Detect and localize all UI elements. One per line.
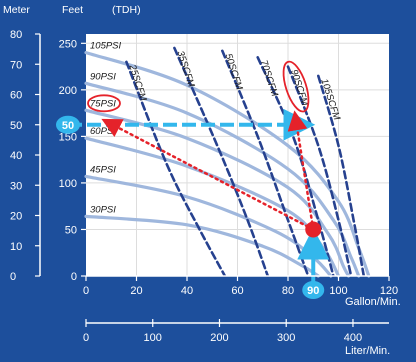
liter-tick-label: 0 [83,332,89,344]
gallon-tick-label: 0 [83,285,89,297]
gallon-tick-label: 80 [282,285,294,297]
gallon-tick-label: 120 [380,285,398,297]
meter-tick-label: 0 [10,271,16,283]
pressure-highlight-ring [87,94,121,113]
liter-tick-label: 400 [344,332,362,344]
gallon-tick-label: 20 [130,285,142,297]
gallon-tick-label: 40 [181,285,193,297]
meter-tick-label: 30 [10,180,22,192]
meter-tick-label: 40 [10,150,22,162]
feet-tick-label: 50 [65,224,77,236]
meter-tick-label: 60 [10,90,22,102]
head-value-bubble [56,115,80,134]
air-highlight-ring [282,60,310,113]
air-curve-35scfm [173,46,270,278]
feet-tick-label: 250 [59,38,77,50]
annotation-layer [68,60,330,286]
liter-tick-label: 100 [144,332,162,344]
liter-axis-title: Liter/Min. [345,345,390,357]
pressure-label-105psi: 105PSI [90,41,122,52]
meter-tick-label: 70 [10,59,22,71]
feet-axis-title: Feet [62,4,83,16]
flow-value-bubble [302,281,325,299]
gallon-tick-label: 60 [231,285,243,297]
feet-tick-label: 150 [59,131,77,143]
header-layer: Meter Feet (TDH) [3,4,141,16]
meter-tick-label: 80 [10,29,22,41]
pressure-label-30psi: 30PSI [90,204,116,215]
liter-tick-label: 300 [277,332,295,344]
feet-tick-label: 100 [59,178,77,190]
operating-point-marker [305,221,322,238]
gallon-tick-label: 100 [329,285,347,297]
air-read-arrow [287,110,315,231]
air-curve-90scfm [286,65,353,278]
pressure-curve-45psi [84,174,333,278]
meter-tick-label: 10 [10,241,22,253]
meter-tick-label: 20 [10,211,22,223]
feet-tick-label: 0 [71,271,77,283]
gallon-axis-title: Gallon/Min. [345,296,401,308]
air-curve-105scfm [317,74,366,278]
pressure-curve-75psi [84,108,351,278]
feet-tick-label: 200 [59,85,77,97]
flow-value-label: 90 [307,285,319,297]
pressure-curve-90psi [84,81,361,278]
air-curve-25scfm [125,60,227,278]
liter-tick-label: 200 [210,332,228,344]
pressure-read-arrow [101,118,315,231]
pressure-label-75psi: 75PSI [90,98,116,109]
meter-axis-title: Meter [3,4,30,16]
meter-tick-label: 50 [10,120,22,132]
tdh-label: (TDH) [112,4,141,16]
head-value-label: 50 [62,120,74,132]
pressure-label-90psi: 90PSI [90,71,116,82]
pressure-label-60psi: 60PSI [90,126,116,137]
pressure-label-45psi: 45PSI [90,164,116,175]
